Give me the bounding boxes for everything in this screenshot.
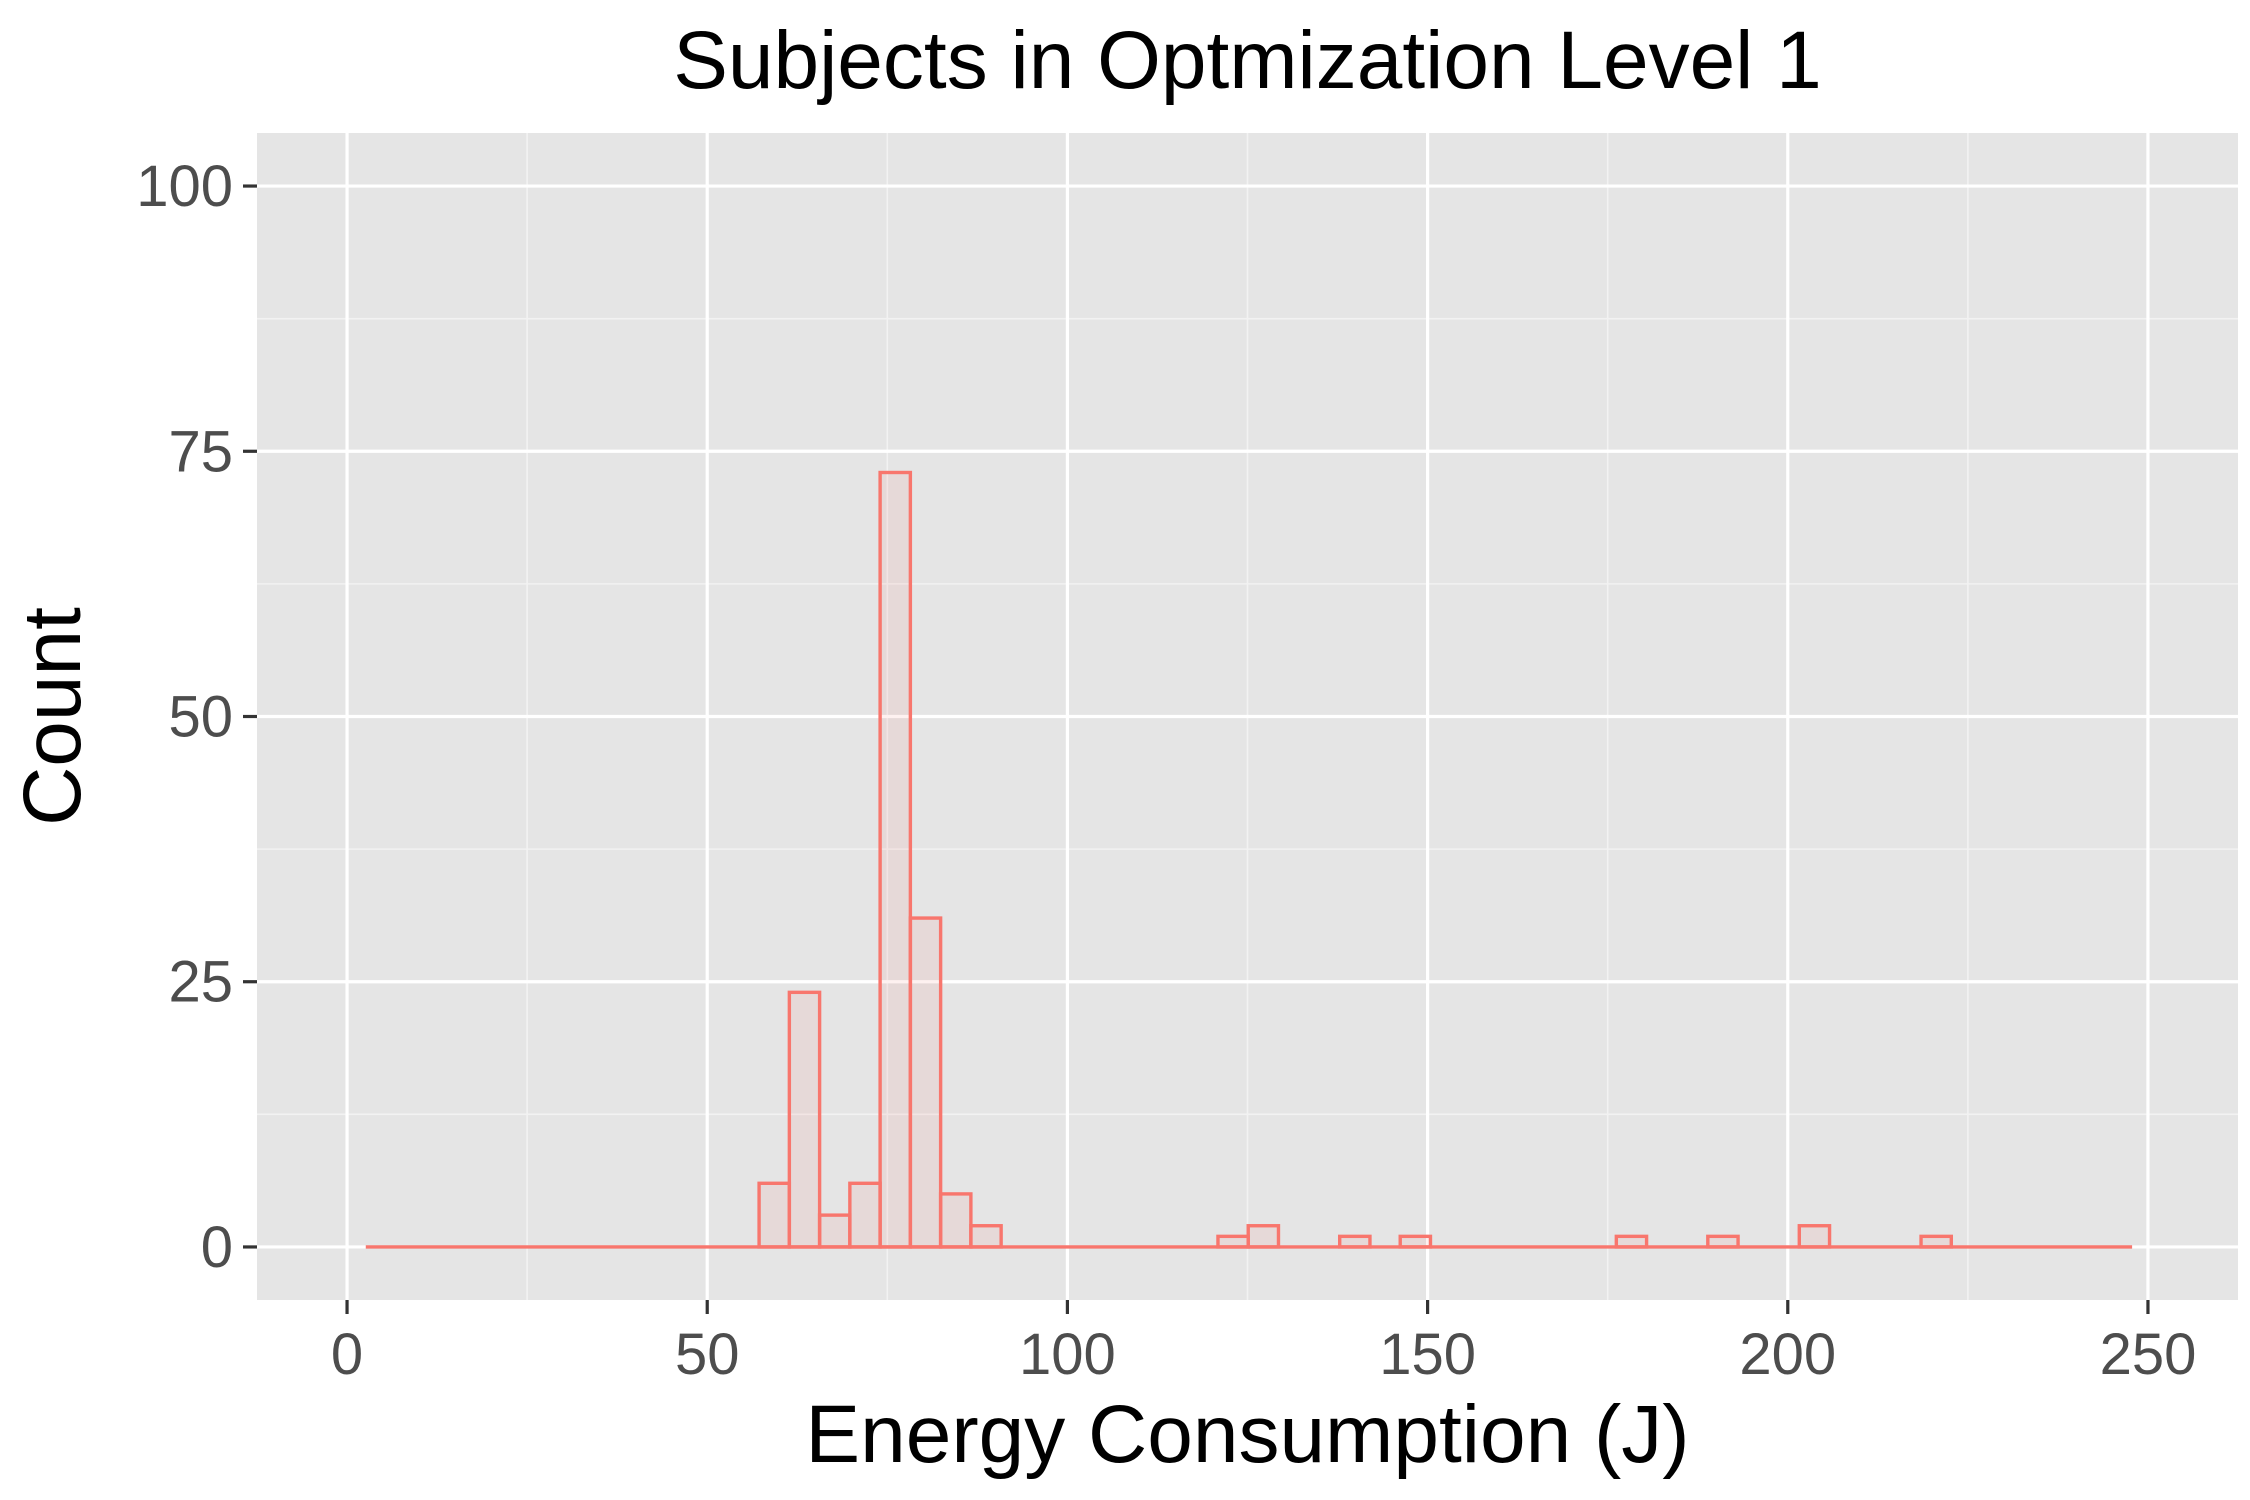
y-tick-label: 0 [201,1215,233,1280]
histogram-bar [1919,1234,1953,1249]
x-tick-label: 50 [675,1322,740,1387]
histogram-bar [848,1181,882,1249]
x-tick-label: 0 [331,1322,363,1387]
y-axis-title: Count [7,607,98,826]
histogram-bar [1797,1224,1832,1249]
histogram-bar [1246,1224,1281,1249]
histogram-bar [1338,1234,1372,1249]
histogram-bar [908,916,943,1249]
y-axis: 0 25 50 75 100 [136,154,257,1280]
histogram-bar [878,470,913,1249]
x-tick-label: 200 [1739,1322,1836,1387]
x-tick-label: 250 [2100,1322,2197,1387]
y-tick-label: 100 [136,154,233,219]
y-tick-label: 25 [168,950,233,1015]
minor-gridlines [257,133,2238,1300]
histogram-bar [1614,1234,1649,1249]
x-axis: 0 50 100 150 200 250 [331,1300,2196,1387]
histogram-bars [365,470,2133,1249]
histogram-bar [969,1224,1003,1249]
histogram-bar [817,1213,852,1249]
histogram-bar [757,1181,792,1249]
x-tick-label: 100 [1019,1322,1116,1387]
histogram-bar [1398,1234,1433,1249]
chart-title: Subjects in Optmization Level 1 [673,15,1822,106]
histogram-bar [938,1192,973,1249]
x-tick-label: 150 [1379,1322,1476,1387]
x-axis-title: Energy Consumption (J) [805,1389,1689,1480]
y-tick-label: 75 [168,419,233,484]
histogram-bar [787,990,822,1249]
histogram-bar [1216,1234,1250,1249]
y-tick-label: 50 [168,685,233,750]
histogram-bar [1706,1234,1740,1249]
